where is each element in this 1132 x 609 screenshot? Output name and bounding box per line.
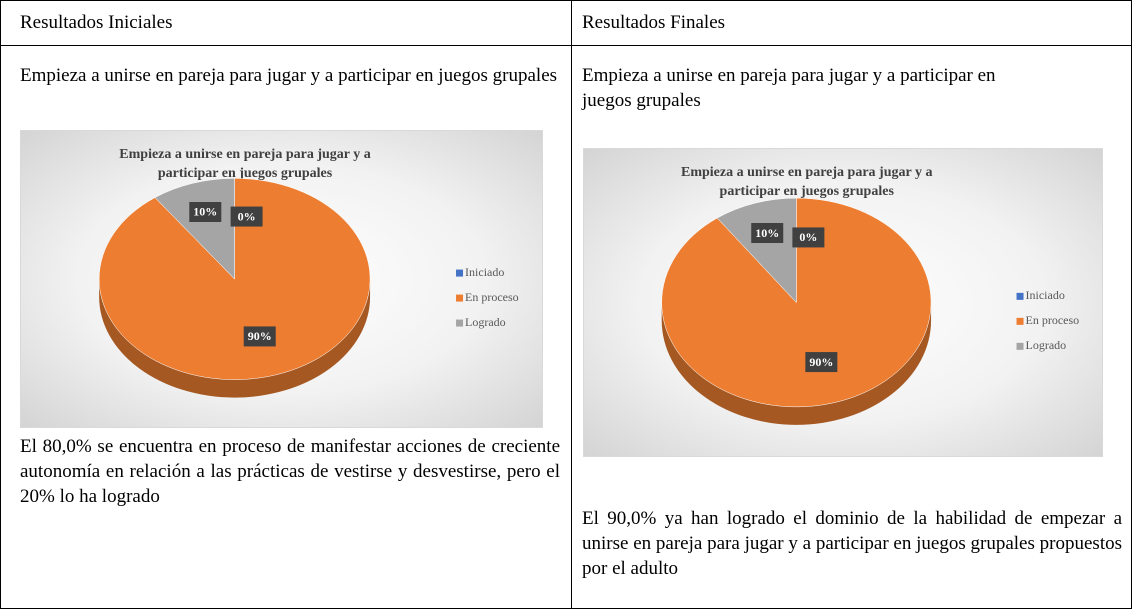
chart-title: Empieza a unirse en pareja para jugar y … bbox=[119, 147, 371, 181]
legend-label: Iniciado bbox=[1026, 288, 1065, 302]
data-label: 10% bbox=[193, 205, 217, 219]
pie-plot: 90% 10% 0% Iniciado En proceso Logrado bbox=[98, 178, 519, 398]
legend-label: En proceso bbox=[1026, 313, 1080, 327]
cell-text: Empieza a unirse en pareja para jugar y … bbox=[20, 65, 558, 86]
data-label: 90% bbox=[248, 329, 272, 343]
chart: Empieza a unirse en pareja para jugar y … bbox=[20, 130, 543, 428]
legend-label: En proceso bbox=[465, 290, 519, 304]
cell-text: El 90,0% ya han logrado el dominio de la… bbox=[582, 508, 1122, 579]
legend-label: Iniciado bbox=[465, 265, 504, 279]
data-label-box bbox=[751, 223, 784, 244]
header: Resultados Finales bbox=[582, 12, 726, 33]
data-label: 0% bbox=[799, 230, 817, 244]
legend-swatch bbox=[456, 294, 464, 302]
legend-label: Logrado bbox=[465, 315, 506, 329]
data-label: 10% bbox=[755, 226, 779, 240]
data-label: 0% bbox=[238, 209, 256, 223]
header: Resultados Iniciales bbox=[20, 12, 173, 33]
legend-swatch bbox=[1016, 292, 1024, 300]
legend-swatch bbox=[456, 269, 464, 277]
legend-swatch bbox=[1016, 342, 1024, 350]
chart-title: Empieza a unirse en pareja para jugar y … bbox=[680, 165, 933, 199]
data-label-box bbox=[230, 206, 263, 227]
cell-text: Empieza a unirse en pareja para jugar y … bbox=[582, 65, 996, 111]
legend-swatch bbox=[456, 319, 464, 327]
data-label: 90% bbox=[809, 355, 833, 369]
data-label-box bbox=[189, 201, 222, 222]
pie-side bbox=[661, 302, 932, 425]
legend-label: Logrado bbox=[1026, 338, 1067, 352]
data-label-box bbox=[805, 352, 838, 373]
cell-text: El 80,0% se encuentra en proceso de mani… bbox=[20, 436, 560, 507]
data-label-box bbox=[792, 227, 825, 248]
data-label-box bbox=[243, 326, 276, 347]
pie-side bbox=[99, 279, 371, 398]
chart: Empieza a unirse en pareja para jugar y … bbox=[583, 148, 1103, 457]
legend-swatch bbox=[1016, 317, 1024, 325]
pie-plot: 90% 10% 0% Iniciado En proceso Logrado bbox=[661, 197, 1080, 425]
